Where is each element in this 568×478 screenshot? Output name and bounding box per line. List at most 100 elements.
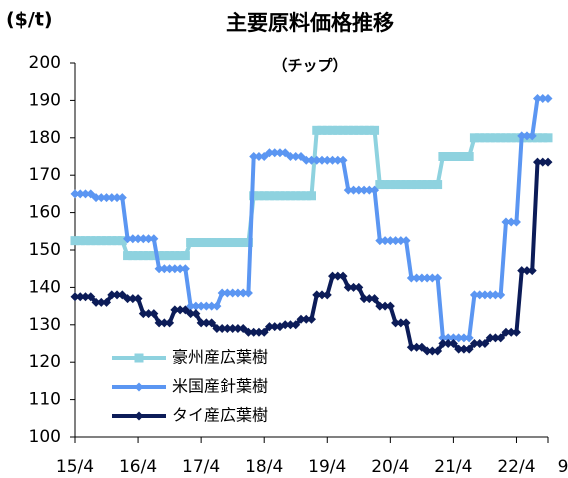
- y-axis-label: ($/t): [6, 9, 53, 31]
- data-point: [275, 191, 285, 201]
- y-tick-label: 150: [29, 240, 61, 260]
- data-point: [222, 238, 232, 248]
- data-point: [385, 180, 395, 190]
- data-point: [107, 236, 117, 246]
- data-point: [75, 292, 85, 302]
- data-point: [385, 236, 395, 246]
- data-point: [170, 305, 180, 315]
- data-point: [107, 193, 117, 203]
- data-point: [123, 251, 133, 261]
- data-point: [406, 342, 416, 352]
- data-point: [370, 294, 380, 304]
- data-point: [427, 180, 437, 190]
- data-point: [322, 155, 332, 165]
- data-point: [328, 155, 338, 165]
- data-point: [159, 318, 169, 328]
- legend-marker: [134, 382, 144, 392]
- legend-label: 豪州産広葉樹: [172, 348, 268, 367]
- data-point: [448, 333, 458, 343]
- data-point: [285, 152, 295, 161]
- data-point: [522, 266, 532, 276]
- data-point: [222, 324, 232, 334]
- data-point: [217, 324, 227, 334]
- data-point: [448, 152, 458, 161]
- data-point: [201, 318, 211, 328]
- x-tick-label: 21/4: [434, 457, 472, 477]
- data-point: [359, 125, 369, 135]
- data-point: [443, 333, 453, 343]
- data-point: [222, 288, 232, 298]
- data-point: [165, 251, 175, 261]
- data-point: [117, 193, 127, 203]
- data-point: [401, 318, 411, 328]
- data-point: [301, 155, 311, 165]
- data-point: [464, 333, 474, 343]
- x-tick-label: 15/4: [56, 457, 94, 477]
- data-point: [443, 152, 453, 161]
- data-point: [485, 133, 495, 143]
- data-point: [254, 152, 264, 161]
- data-point: [349, 282, 359, 292]
- data-point: [285, 191, 295, 201]
- data-point: [538, 94, 548, 104]
- data-point: [364, 125, 374, 135]
- data-point: [133, 294, 143, 304]
- data-point: [196, 238, 206, 248]
- data-point: [196, 301, 206, 311]
- data-point: [464, 152, 474, 161]
- data-point: [217, 288, 227, 298]
- data-point: [354, 185, 364, 195]
- data-point: [370, 125, 380, 135]
- data-point: [322, 290, 332, 300]
- data-point: [438, 339, 448, 348]
- data-point: [333, 271, 343, 281]
- data-point: [201, 301, 211, 311]
- data-point: [406, 180, 416, 190]
- data-point: [511, 217, 521, 227]
- data-point: [490, 133, 500, 143]
- x-tick-label: 18/4: [245, 457, 283, 477]
- data-point: [317, 155, 327, 165]
- data-point: [154, 251, 164, 261]
- data-point: [70, 292, 80, 302]
- x-tick-label: 20/4: [371, 457, 409, 477]
- y-tick-label: 190: [29, 90, 61, 110]
- data-point: [86, 292, 96, 302]
- data-point: [128, 234, 138, 244]
- data-point: [296, 191, 306, 201]
- data-point: [322, 125, 332, 135]
- data-point: [301, 191, 311, 201]
- data-point: [375, 180, 385, 190]
- y-tick-label: 110: [29, 390, 61, 410]
- data-point: [433, 180, 443, 190]
- y-tick-label: 120: [29, 352, 61, 372]
- data-point: [144, 251, 154, 261]
- data-point: [191, 301, 201, 311]
- data-point: [207, 301, 217, 311]
- data-point: [354, 125, 364, 135]
- data-point: [469, 290, 479, 300]
- y-tick-label: 170: [29, 165, 61, 185]
- data-point: [375, 236, 385, 246]
- data-point: [86, 236, 96, 246]
- y-tick-label: 200: [29, 53, 61, 73]
- data-point: [391, 318, 401, 328]
- data-point: [233, 288, 243, 298]
- data-point: [532, 157, 542, 167]
- data-point: [406, 273, 416, 283]
- data-point: [464, 344, 474, 354]
- data-point: [317, 290, 327, 300]
- data-point: [70, 236, 80, 246]
- legend-marker: [134, 411, 144, 421]
- y-tick-label: 160: [29, 203, 61, 223]
- data-point: [543, 133, 553, 143]
- data-point: [144, 234, 154, 244]
- data-point: [154, 264, 164, 274]
- data-point: [417, 273, 427, 283]
- data-point: [243, 327, 253, 337]
- data-point: [175, 264, 185, 274]
- data-point: [417, 180, 427, 190]
- data-point: [475, 339, 485, 348]
- data-point: [159, 264, 169, 274]
- data-point: [522, 131, 532, 141]
